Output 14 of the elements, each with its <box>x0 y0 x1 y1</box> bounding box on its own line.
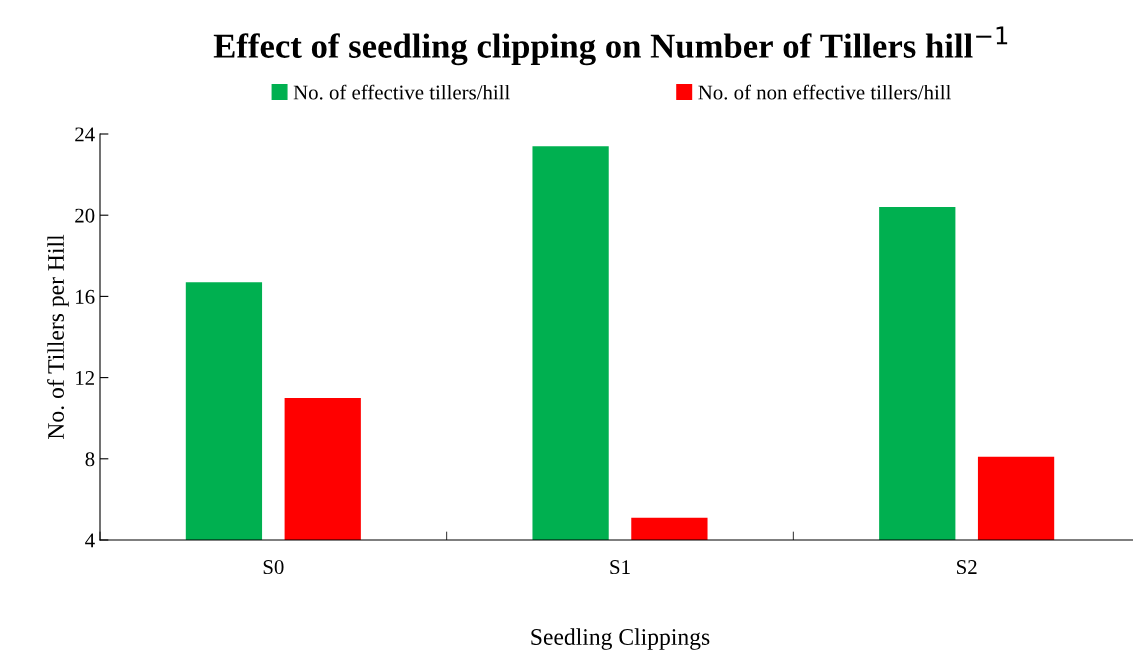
legend-label: No. of effective tillers/hill <box>293 84 510 100</box>
x-tick-label: S2 <box>957 560 977 575</box>
y-tick-label: 4 <box>85 533 95 548</box>
x-axis-title: Seedling Clippings <box>531 628 710 650</box>
x-tick-label: S1 <box>610 560 630 575</box>
legend-label: No. of non effective tillers/hill <box>698 84 951 100</box>
y-axis-title: No. of Tillers per Hill <box>47 234 69 439</box>
y-tick-label: 24 <box>75 127 95 142</box>
y-tick-label: 16 <box>76 289 95 304</box>
chart-title: Effect of seedling clipping on Number of Tillers hill$^{−1}$ <box>213 26 1008 66</box>
y-tick-label: 12 <box>76 371 94 385</box>
x-tick-label: S0 <box>263 560 284 575</box>
y-tick-label: 20 <box>75 208 95 223</box>
y-tick-label: 8 <box>85 452 95 467</box>
